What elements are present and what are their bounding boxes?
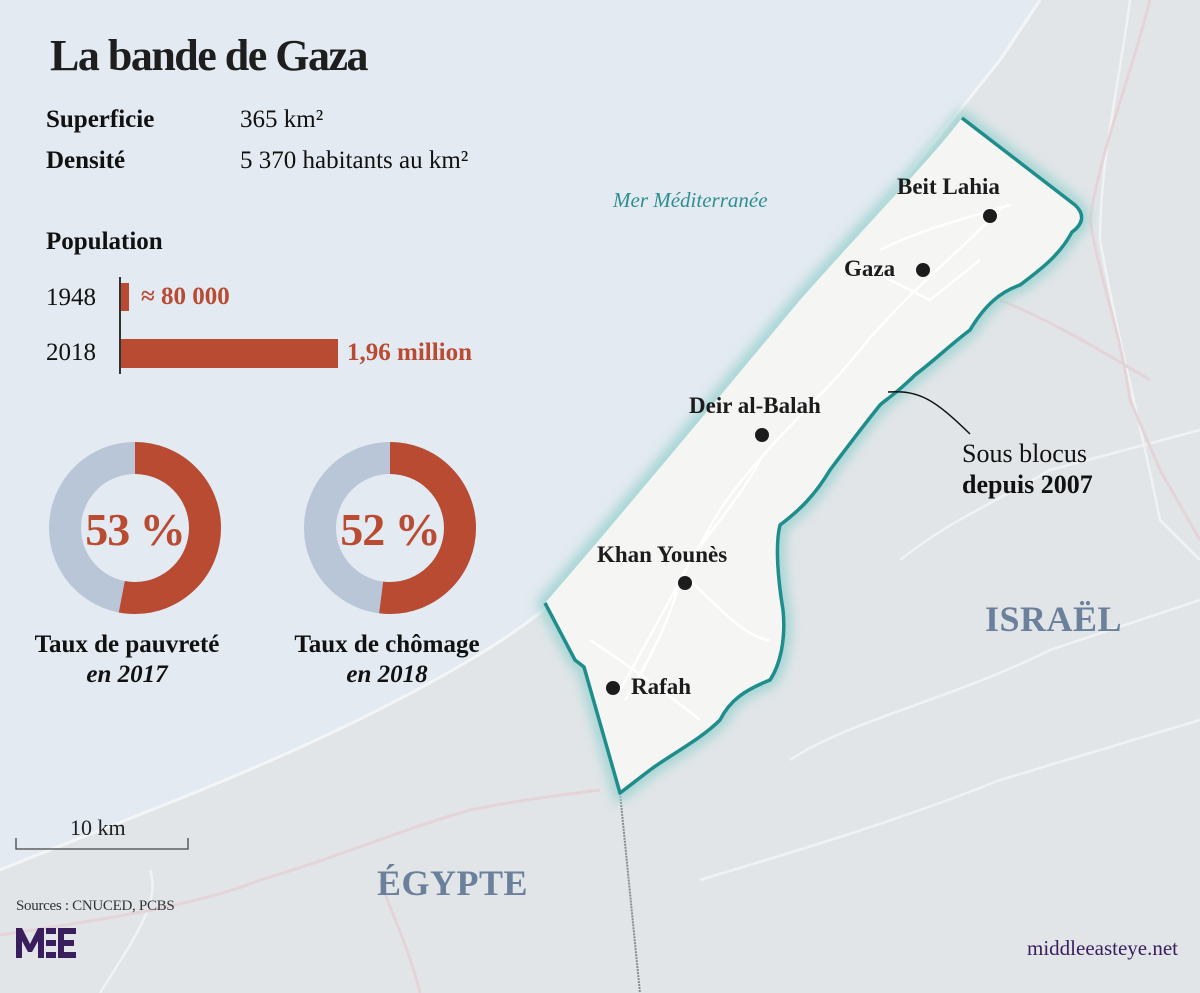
egypt-israel-border	[619, 792, 641, 993]
population-label-1948: ≈ 80 000	[141, 283, 230, 310]
roads	[98, 0, 1200, 993]
stat-value-area: 365 km²	[240, 106, 324, 133]
city-label-deir-al-balah: Deir al-Balah	[689, 393, 821, 418]
blockade-annotation-line2: depuis 2007	[962, 470, 1093, 499]
population-year-2018: 2018	[46, 339, 96, 366]
city-marker-gaza	[916, 263, 930, 277]
population-label-2018: 1,96 million	[347, 339, 473, 366]
site-url[interactable]: middleeasteye.net	[1027, 936, 1179, 960]
stat-label-area: Superficie	[46, 106, 155, 133]
city-label-gaza: Gaza	[844, 256, 896, 281]
donut-chart-poverty	[49, 442, 221, 614]
stat-value-density: 5 370 habitants au km²	[240, 147, 469, 174]
population-bar-2018	[121, 339, 338, 368]
donut-value-unemployment: 52 %	[340, 504, 441, 555]
scale-label: 10 km	[70, 815, 126, 840]
population-bar-1948	[121, 283, 129, 311]
city-label-rafah: Rafah	[631, 674, 692, 699]
city-label-beit-lahia: Beit Lahia	[897, 174, 1000, 199]
donut-chart-unemployment	[304, 442, 476, 614]
gaza-border	[543, 116, 1084, 795]
donut-value-poverty: 53 %	[85, 504, 186, 555]
country-label-egypt: ÉGYPTE	[377, 863, 529, 903]
sources-text: Sources : CNUCED, PCBS	[16, 898, 175, 914]
donut-caption-unemployment-year: en 2018	[346, 661, 428, 688]
blockade-annotation: Sous blocus depuis 2007	[962, 438, 1093, 500]
city-label-khan-younes: Khan Younès	[597, 542, 728, 567]
annotation-leader	[887, 391, 971, 435]
donut-caption-poverty-year: en 2017	[86, 661, 168, 688]
donut-caption-unemployment-title: Taux de chômage	[294, 631, 480, 658]
population-title: Population	[46, 228, 163, 255]
city-marker-rafah	[606, 681, 620, 695]
mee-logo	[16, 928, 76, 958]
donut-caption-poverty-title: Taux de pauvreté	[34, 631, 220, 658]
stat-label-density: Densité	[46, 147, 126, 174]
sea-label: Mer Méditerranée	[613, 188, 768, 212]
scale-bar	[15, 838, 189, 850]
donut-caption-unemployment: Taux de chômage en 2018	[257, 630, 517, 690]
page-title: La bande de Gaza	[50, 31, 369, 80]
city-marker-deir-al-balah	[755, 428, 769, 442]
population-year-1948: 1948	[46, 284, 96, 311]
blockade-annotation-line1: Sous blocus	[962, 439, 1087, 468]
country-label-israel: ISRAËL	[985, 599, 1123, 639]
city-marker-khan-younes	[678, 576, 692, 590]
donut-caption-poverty: Taux de pauvreté en 2017	[0, 630, 257, 690]
city-marker-beit-lahia	[983, 209, 997, 223]
